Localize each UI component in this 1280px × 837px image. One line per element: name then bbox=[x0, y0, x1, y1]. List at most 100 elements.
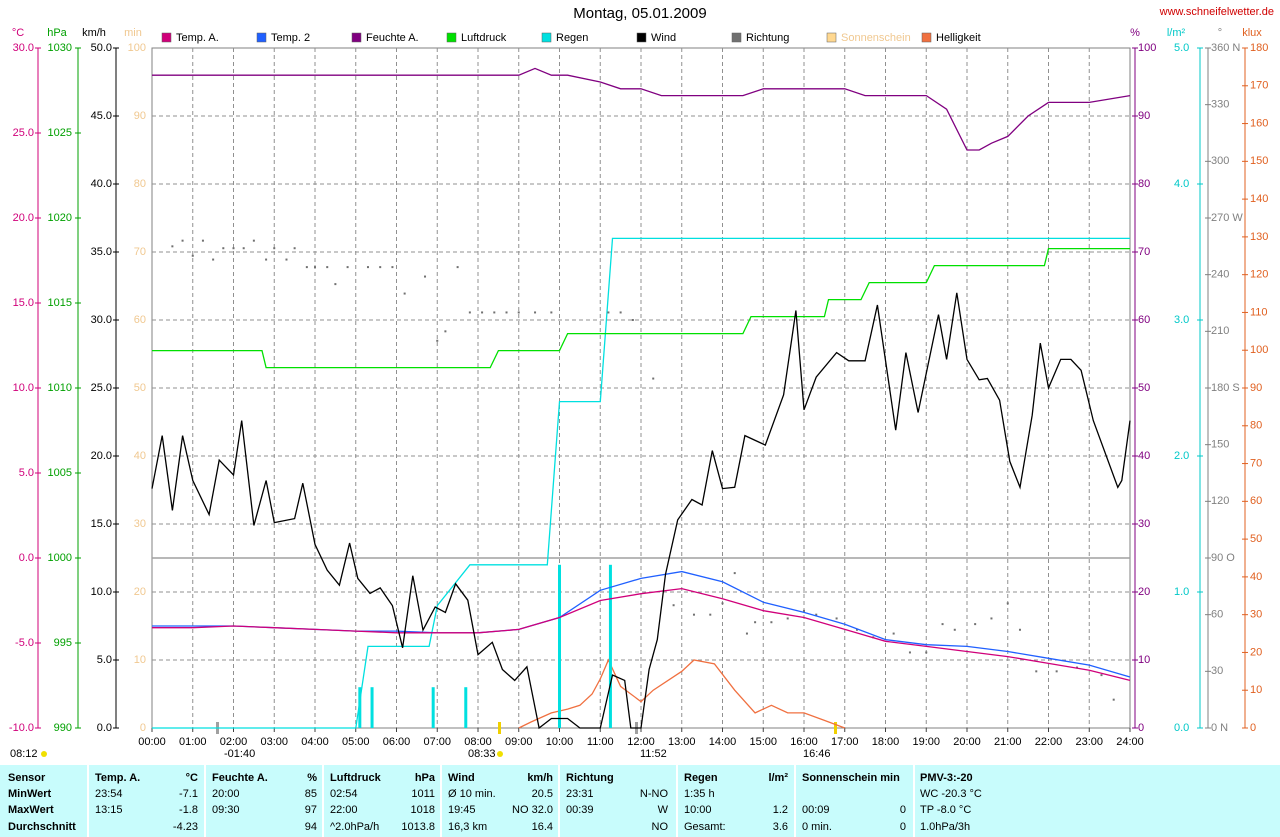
row-label: MinWert bbox=[8, 788, 52, 800]
cell-right: 20.5 bbox=[532, 788, 553, 800]
y-tick-label: 1005 bbox=[48, 467, 72, 479]
direction-dot bbox=[252, 239, 255, 242]
x-tick-label: 05:00 bbox=[342, 736, 370, 748]
y-tick-label: 15.0 bbox=[13, 297, 34, 309]
axis-unit: °C bbox=[12, 27, 24, 39]
series-line bbox=[152, 237, 1130, 729]
direction-dot bbox=[1100, 674, 1103, 677]
column-header: Regen bbox=[684, 772, 718, 784]
direction-dot bbox=[815, 613, 818, 616]
direction-dot bbox=[285, 258, 288, 261]
y-tick-label: 70 bbox=[134, 246, 146, 258]
x-tick-label: 04:00 bbox=[301, 736, 329, 748]
direction-dot bbox=[908, 651, 911, 654]
column-unit: °C bbox=[186, 772, 198, 784]
cell-left: Gesamt: bbox=[684, 821, 726, 833]
cell-left: ^2.0hPa/h bbox=[330, 821, 379, 833]
direction-dot bbox=[770, 621, 773, 624]
y-tick-label: 80 bbox=[1250, 420, 1262, 432]
x-tick-label: 12:00 bbox=[627, 736, 655, 748]
direction-dot bbox=[745, 632, 748, 635]
legend-swatch bbox=[351, 32, 362, 43]
y-tick-label: 270 W bbox=[1211, 212, 1243, 224]
axis-unit: min bbox=[124, 27, 142, 39]
y-tick-label: 70 bbox=[1250, 457, 1262, 469]
y-tick-label: 20 bbox=[1250, 646, 1262, 658]
cell-right: 85 bbox=[305, 788, 317, 800]
cell-left: TP -8.0 °C bbox=[920, 804, 971, 816]
y-tick-label: 90 bbox=[134, 110, 146, 122]
y-tick-label: 100 bbox=[1138, 42, 1156, 54]
y-tick-label: 30 bbox=[1138, 518, 1150, 530]
y-tick-label: 10 bbox=[1138, 654, 1150, 666]
cell-right: -1.8 bbox=[179, 804, 198, 816]
y-tick-label: 30 bbox=[134, 518, 146, 530]
y-tick-label: 30.0 bbox=[13, 42, 34, 54]
y-tick-label: 160 bbox=[1250, 117, 1268, 129]
y-tick-label: 40.0 bbox=[91, 178, 112, 190]
y-tick-label: 120 bbox=[1211, 495, 1229, 507]
direction-dot bbox=[391, 266, 394, 269]
y-tick-label: 45.0 bbox=[91, 110, 112, 122]
y-tick-label: 0.0 bbox=[19, 552, 34, 564]
cell-right: N-NO bbox=[640, 788, 669, 800]
cell-right: 1.2 bbox=[773, 804, 788, 816]
direction-dot bbox=[631, 319, 634, 321]
x-tick-label: 18:00 bbox=[872, 736, 900, 748]
y-tick-label: 20.0 bbox=[91, 450, 112, 462]
sunrise-icon bbox=[41, 751, 47, 757]
legend-swatch bbox=[446, 32, 457, 43]
column-header: Richtung bbox=[566, 772, 614, 784]
series-line bbox=[152, 67, 1131, 151]
y-tick-label: 60 bbox=[1250, 495, 1262, 507]
direction-dot bbox=[424, 275, 427, 278]
rain-bar bbox=[558, 564, 561, 728]
direction-dot bbox=[1018, 628, 1021, 631]
y-tick-label: 10.0 bbox=[91, 586, 112, 598]
legend-swatch bbox=[826, 32, 837, 43]
y-tick-label: 80 bbox=[1138, 178, 1150, 190]
y-tick-label: 360 N bbox=[1211, 42, 1240, 54]
y-tick-label: 2.0 bbox=[1174, 450, 1189, 462]
legend-label: Feuchte A. bbox=[366, 32, 419, 44]
y-tick-label: 180 bbox=[1250, 42, 1268, 54]
x-tick-label: 24:00 bbox=[1116, 736, 1144, 748]
cell-right: 0 bbox=[900, 821, 906, 833]
direction-dot bbox=[925, 651, 928, 654]
x-tick-label: 03:00 bbox=[260, 736, 288, 748]
y-tick-label: 330 bbox=[1211, 99, 1229, 111]
x-tick-label: 02:00 bbox=[220, 736, 248, 748]
y-tick-label: 40 bbox=[1250, 571, 1262, 583]
axis-unit: l/m² bbox=[1167, 27, 1186, 39]
cell-right: W bbox=[658, 804, 669, 816]
x-tick-label: 00:00 bbox=[138, 736, 166, 748]
direction-dot bbox=[1035, 670, 1038, 673]
legend-label: Temp. A. bbox=[176, 32, 219, 44]
direction-dot bbox=[786, 617, 789, 620]
direction-dot bbox=[293, 247, 296, 250]
direction-dot bbox=[1112, 698, 1115, 701]
direction-dot bbox=[265, 258, 268, 261]
legend-label: Luftdruck bbox=[461, 32, 507, 44]
cell-left: 1:35 h bbox=[684, 788, 715, 800]
cell-left: 02:54 bbox=[330, 788, 358, 800]
y-tick-label: 10 bbox=[1250, 684, 1262, 696]
x-tick-label: 06:00 bbox=[383, 736, 411, 748]
column-unit: km/h bbox=[527, 772, 553, 784]
y-tick-label: 3.0 bbox=[1174, 314, 1189, 326]
x-tick-label: 09:00 bbox=[505, 736, 533, 748]
cell-right: 1013.8 bbox=[401, 821, 435, 833]
cell-right: 1011 bbox=[411, 788, 435, 800]
direction-dot bbox=[721, 602, 724, 605]
axis-unit: klux bbox=[1242, 27, 1262, 39]
direction-dot bbox=[1006, 602, 1009, 605]
x-tick-label: 01:00 bbox=[179, 736, 207, 748]
legend-label: Temp. 2 bbox=[271, 32, 310, 44]
y-tick-label: 90 bbox=[1138, 110, 1150, 122]
y-tick-label: 130 bbox=[1250, 231, 1268, 243]
x-tick-label: 10:00 bbox=[546, 736, 574, 748]
y-tick-label: 4.0 bbox=[1174, 178, 1189, 190]
y-tick-label: 100 bbox=[128, 42, 146, 54]
annotation: -01:40 bbox=[224, 748, 255, 760]
y-tick-label: 10.0 bbox=[13, 382, 34, 394]
